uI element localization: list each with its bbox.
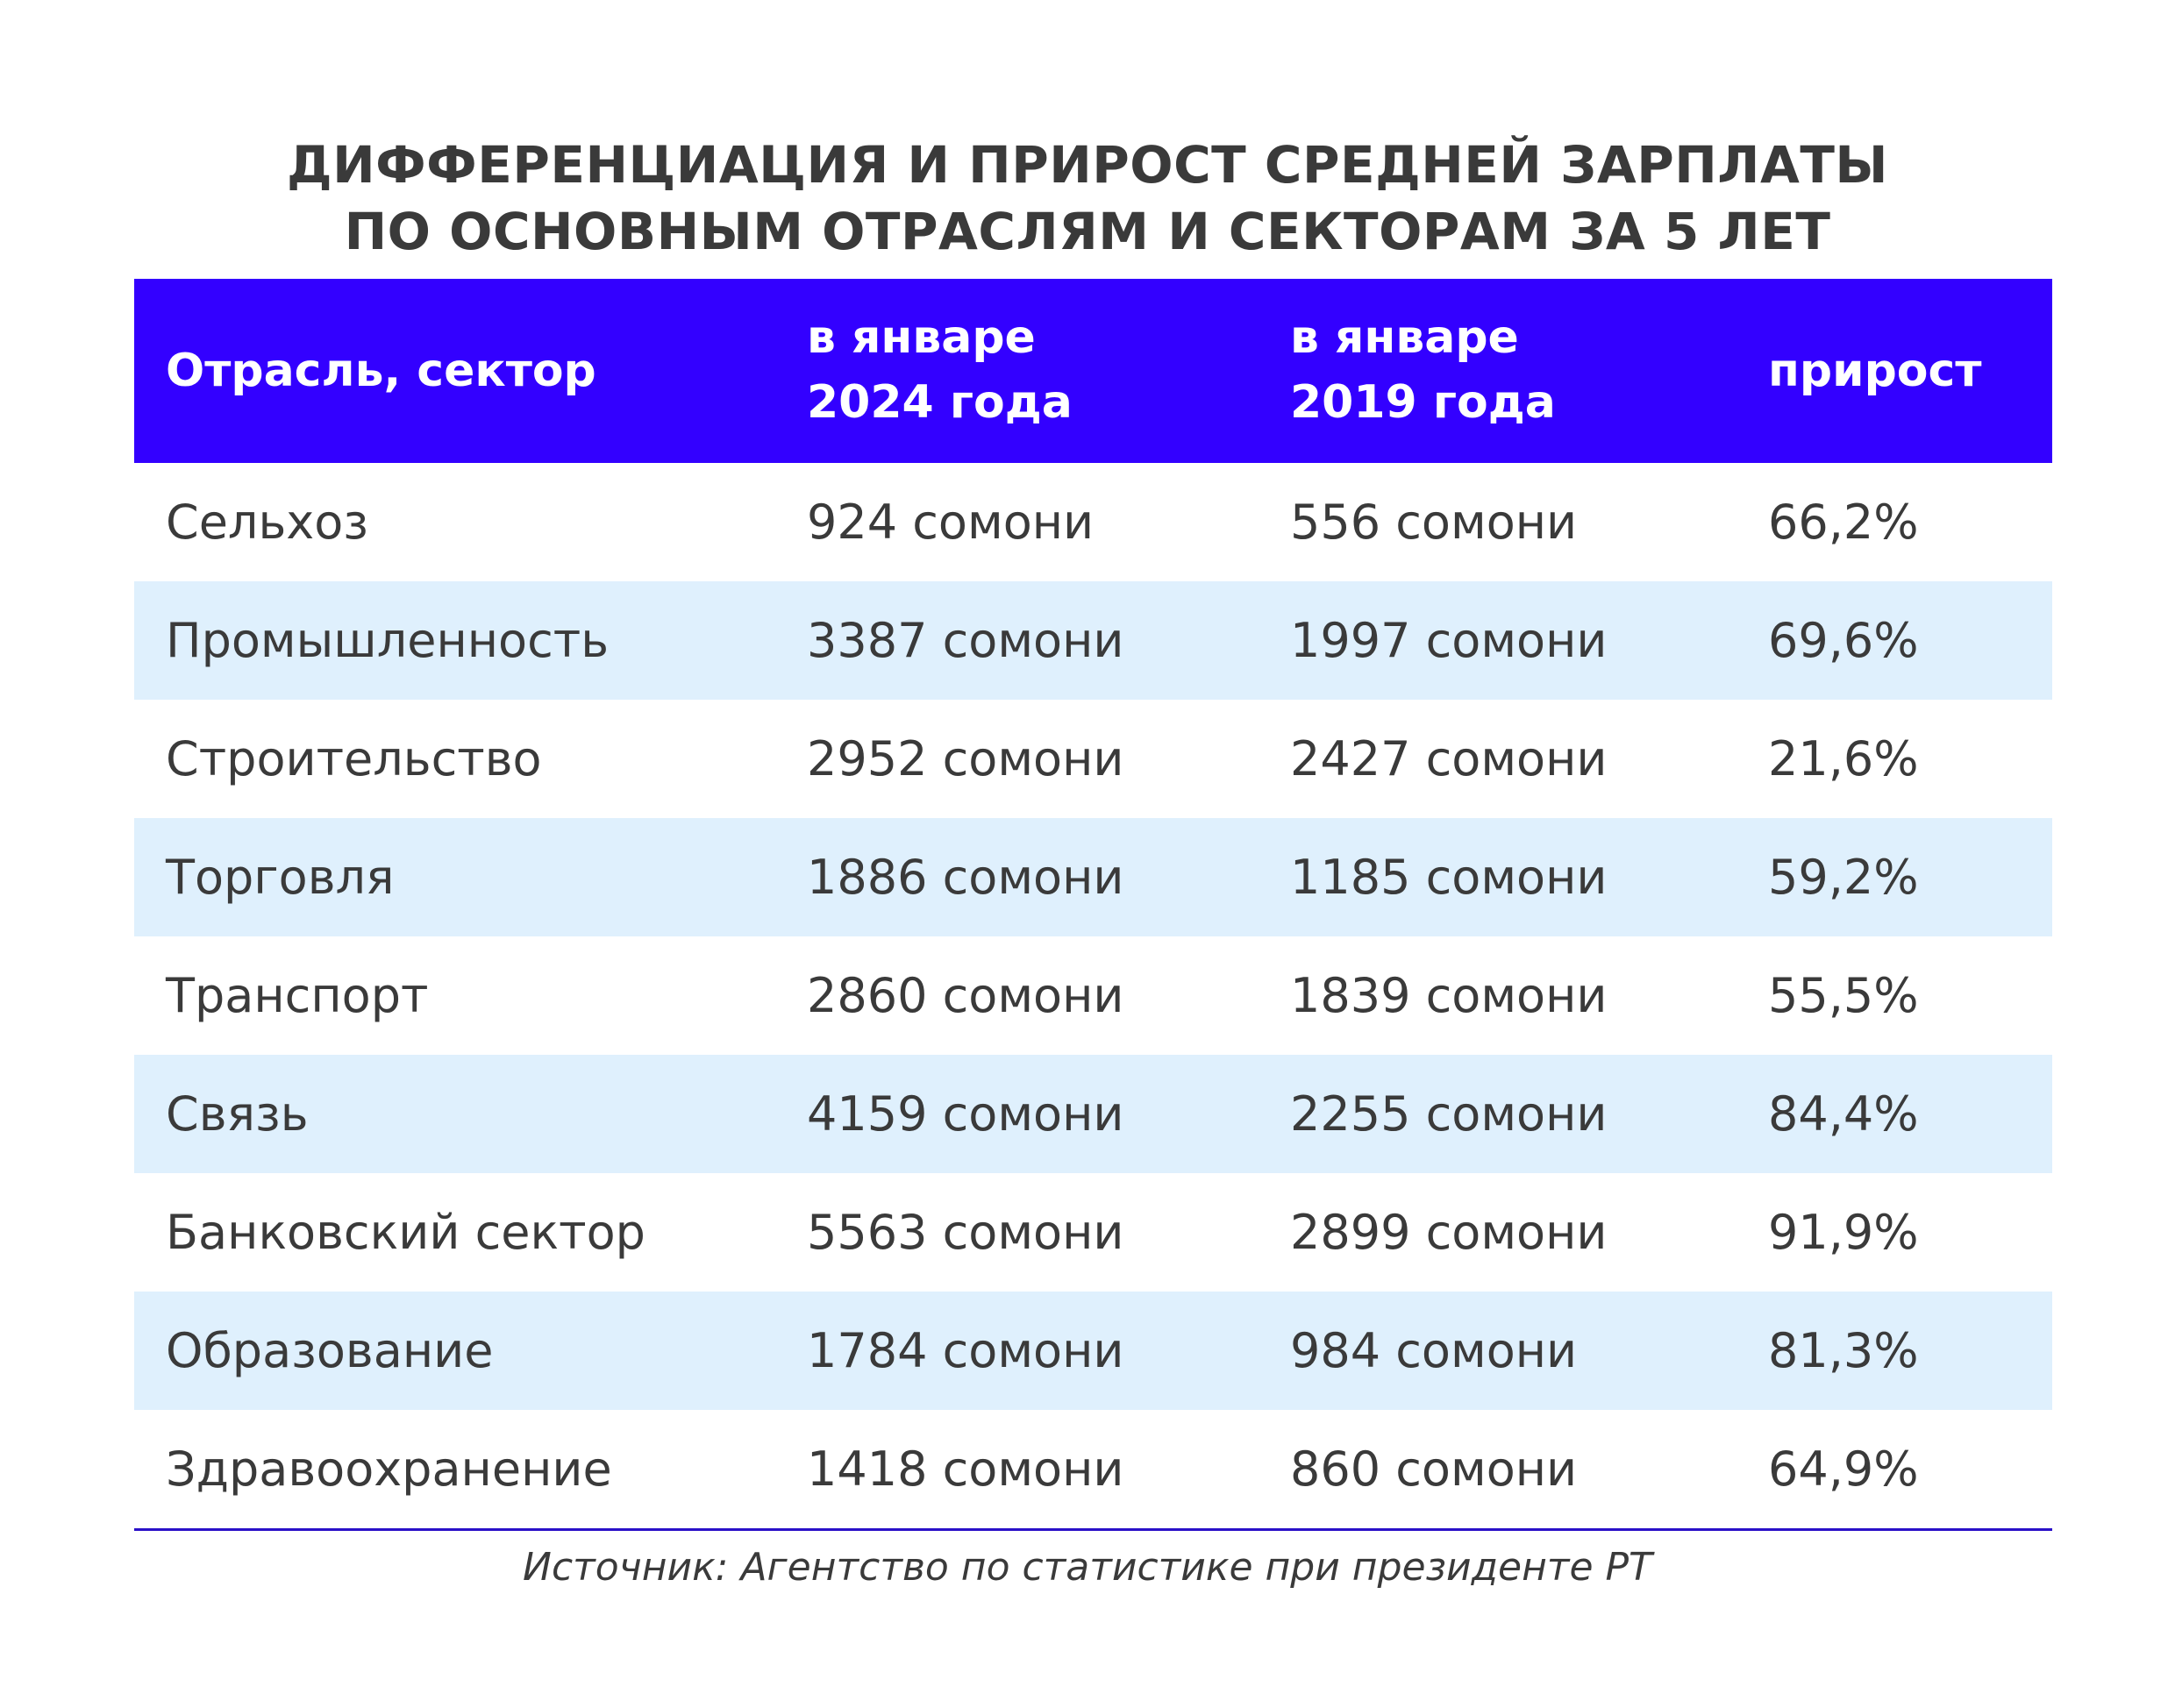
table-row: Сельхоз 924 сомони 556 сомони 66,2% [134, 463, 2052, 581]
salary-2024-cell: 924 сомони [807, 495, 1095, 550]
sector-cell: Торговля [166, 850, 395, 905]
growth-cell: 64,9% [1768, 1441, 1919, 1497]
sector-cell: Сельхоз [166, 495, 368, 550]
growth-cell: 84,4% [1768, 1086, 1919, 1142]
salary-2024-cell: 4159 сомони [807, 1086, 1124, 1142]
title-line-1: ДИФФЕРЕНЦИАЦИЯ И ПРИРОСТ СРЕДНЕЙ ЗАРПЛАТ… [286, 135, 1889, 195]
salary-2024-cell: 2952 сомони [807, 731, 1124, 786]
salary-table: Отрасль, сектор в январе 2024 года в янв… [134, 279, 2052, 1531]
salary-2019-cell: 556 сомони [1290, 495, 1578, 550]
salary-2019-cell: 1839 сомони [1290, 968, 1608, 1023]
salary-2019-cell: 2255 сомони [1290, 1086, 1608, 1142]
sector-cell: Связь [166, 1086, 309, 1142]
sector-cell: Образование [166, 1323, 494, 1378]
sector-cell: Промышленность [166, 613, 610, 668]
growth-cell: 81,3% [1768, 1323, 1919, 1378]
salary-2019-cell: 2899 сомони [1290, 1205, 1608, 1260]
growth-cell: 21,6% [1768, 731, 1919, 786]
header-growth: прирост [1768, 345, 1982, 397]
growth-cell: 66,2% [1768, 495, 1919, 550]
salary-2024-cell: 3387 сомони [807, 613, 1124, 668]
page-title: ДИФФЕРЕНЦИАЦИЯ И ПРИРОСТ СРЕДНЕЙ ЗАРПЛАТ… [0, 132, 2175, 265]
sector-cell: Строительство [166, 731, 542, 786]
table-row: Здравоохранение 1418 сомони 860 сомони 64,9… [134, 1410, 2052, 1528]
salary-2024-cell: 2860 сомони [807, 968, 1124, 1023]
table-row: Транспорт 2860 сомони 1839 сомони 55,5% [134, 936, 2052, 1055]
table-bottom-rule [134, 1528, 2052, 1531]
table-row: Образование 1784 сомони 984 сомони 81,3% [134, 1292, 2052, 1410]
table-body: Сельхоз 924 сомони 556 сомони 66,2% Промышле… [134, 463, 2052, 1528]
header-2024-line1: в январе [807, 311, 1036, 364]
salary-2019-cell: 984 сомони [1290, 1323, 1578, 1378]
header-2019: в январе 2019 года [1290, 305, 1556, 435]
header-2024-line2: 2024 года [807, 376, 1073, 429]
salary-2024-cell: 1418 сомони [807, 1441, 1124, 1497]
salary-2024-cell: 1886 сомони [807, 850, 1124, 905]
salary-2019-cell: 860 сомони [1290, 1441, 1578, 1497]
sector-cell: Транспорт [166, 968, 429, 1023]
growth-cell: 55,5% [1768, 968, 1919, 1023]
growth-cell: 59,2% [1768, 850, 1919, 905]
table-row: Торговля 1886 сомони 1185 сомони 59,2% [134, 818, 2052, 936]
header-sector: Отрасль, сектор [166, 345, 596, 397]
growth-cell: 91,9% [1768, 1205, 1919, 1260]
table-header: Отрасль, сектор в январе 2024 года в янв… [134, 279, 2052, 463]
salary-2019-cell: 1185 сомони [1290, 850, 1608, 905]
sector-cell: Банковский сектор [166, 1205, 645, 1260]
salary-2019-cell: 2427 сомони [1290, 731, 1608, 786]
title-line-2: ПО ОСНОВНЫМ ОТРАСЛЯМ И СЕКТОРАМ ЗА 5 ЛЕТ [344, 202, 1831, 261]
sector-cell: Здравоохранение [166, 1441, 612, 1497]
source-note: Источник: Агентство по статистике при пр… [523, 1545, 1652, 1590]
growth-cell: 69,6% [1768, 613, 1919, 668]
table-row: Банковский сектор 5563 сомони 2899 сомони 9… [134, 1173, 2052, 1292]
salary-2024-cell: 1784 сомони [807, 1323, 1124, 1378]
table-row: Связь 4159 сомони 2255 сомони 84,4% [134, 1055, 2052, 1173]
salary-2024-cell: 5563 сомони [807, 1205, 1124, 1260]
header-2019-line1: в январе [1290, 311, 1519, 364]
header-2019-line2: 2019 года [1290, 376, 1556, 429]
table-row: Строительство 2952 сомони 2427 сомони 21,6% [134, 700, 2052, 818]
header-2024: в январе 2024 года [807, 305, 1073, 435]
salary-2019-cell: 1997 сомони [1290, 613, 1608, 668]
table-row: Промышленность 3387 сомони 1997 сомони 69,6… [134, 581, 2052, 700]
